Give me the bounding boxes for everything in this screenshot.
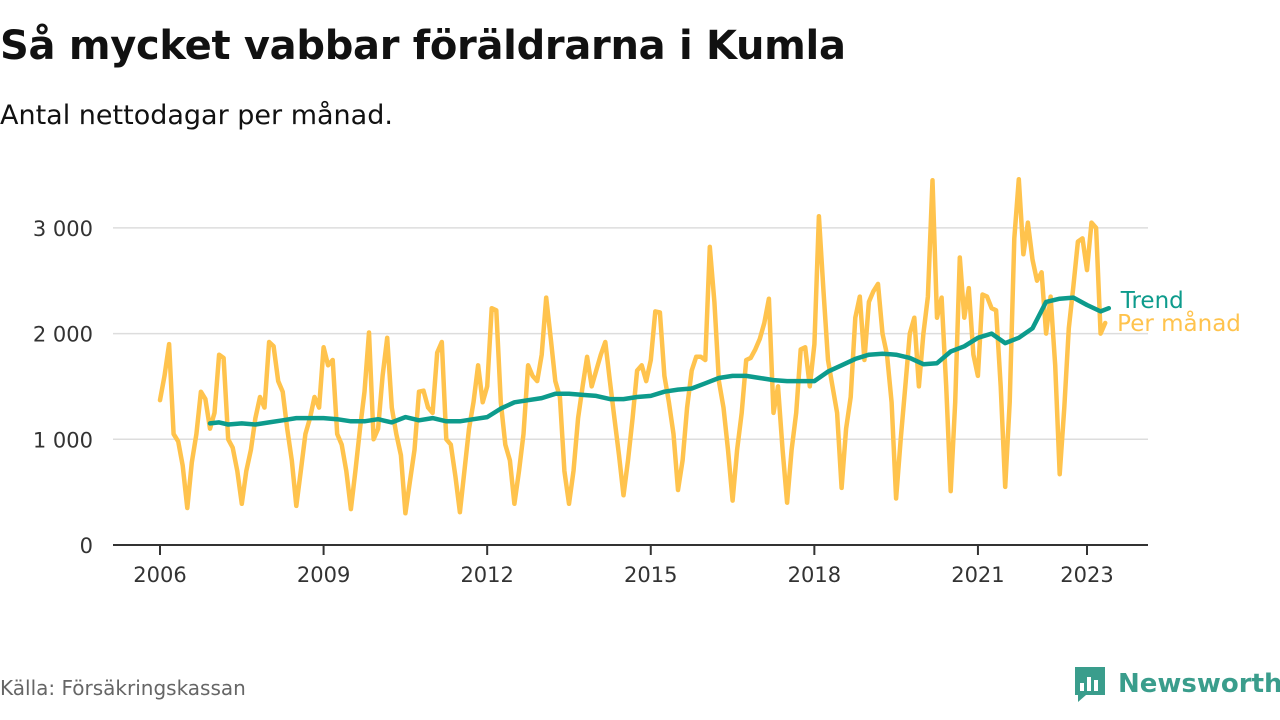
- x-axis: 0 1 000 2 000 3 000 2006 2009 2012 2015 2018 2021…: [33, 217, 1148, 587]
- source-note: Källa: Försäkringskassan: [0, 676, 246, 700]
- chart-subtitle: Antal nettodagar per månad.: [0, 100, 393, 131]
- x-tick-label: 2021: [951, 563, 1004, 587]
- y-tick-label: 3 000: [33, 217, 93, 241]
- x-tick-label: 2015: [624, 563, 677, 587]
- x-tick-label: 2009: [297, 563, 350, 587]
- series-line-per-manad: [157, 176, 1108, 516]
- x-tick-label: 2012: [460, 563, 513, 587]
- newsworthy-chart-logo-icon: [1075, 667, 1105, 702]
- x-tick-label: 2018: [788, 563, 841, 587]
- chart-title: Så mycket vabbar föräldrarna i Kumla: [0, 23, 846, 69]
- series-label-per-manad: Per månad: [1117, 309, 1241, 337]
- series-lines: [157, 176, 1112, 516]
- brand-logo[interactable]: Newsworthy: [1072, 664, 1280, 704]
- brand-name: Newsworthy: [1118, 669, 1280, 699]
- x-tick-label: 2006: [133, 563, 186, 587]
- y-tick-label: 2 000: [33, 323, 93, 347]
- series-label-trend: Trend: [1120, 288, 1184, 314]
- y-tick-label: 0: [80, 534, 93, 558]
- series-line-trend: [207, 295, 1112, 427]
- x-tick-label: 2023: [1060, 563, 1113, 587]
- y-tick-label: 1 000: [33, 428, 93, 452]
